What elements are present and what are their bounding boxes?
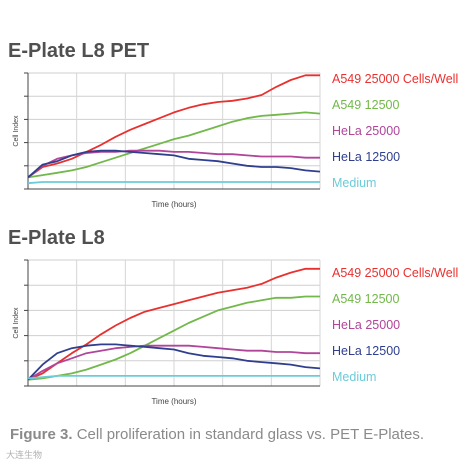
series-line-3: [27, 343, 321, 381]
watermark: 大连生物: [6, 450, 43, 460]
series-line-0: [27, 74, 320, 179]
series-line-3: [27, 149, 321, 179]
legend-entry: HeLa 25000: [332, 124, 401, 138]
y-axis-label: Cell Index: [13, 307, 20, 339]
caption-label: Figure 3.: [10, 426, 73, 443]
series-line-2: [27, 344, 320, 381]
figure-caption: Figure 3. Cell proliferation in standard…: [10, 426, 424, 443]
line-chart-pet: Time (hours) Cell Index: [13, 72, 321, 209]
legend-entry: Medium: [332, 370, 377, 384]
chart-title: E-Plate L8 PET: [8, 40, 150, 62]
x-axis-label: Time (hours): [151, 397, 196, 406]
legend-entry: HeLa 12500: [332, 150, 401, 164]
caption-text: Cell proliferation in standard glass vs.…: [76, 426, 425, 443]
legend-entry: HeLa 25000: [332, 318, 401, 332]
chart-title: E-Plate L8: [8, 227, 105, 249]
legend-entry: A549 12500: [332, 292, 400, 306]
series-line-4: [27, 375, 320, 380]
series-line-4: [27, 181, 320, 185]
line-chart-glass: Time (hours) Cell Index: [13, 259, 321, 406]
legend-entry: A549 25000 Cells/Well: [332, 266, 459, 280]
series-line-1: [27, 295, 320, 381]
legend-entry: A549 25000 Cells/Well: [332, 72, 459, 86]
series-line-0: [27, 267, 320, 381]
legend-entry: HeLa 12500: [332, 344, 401, 358]
x-axis-label: Time (hours): [151, 200, 196, 209]
y-axis-label: Cell Index: [13, 115, 20, 147]
legend-entry: Medium: [332, 176, 377, 190]
legend-entry: A549 12500: [332, 98, 400, 112]
series-line-1: [27, 111, 321, 179]
